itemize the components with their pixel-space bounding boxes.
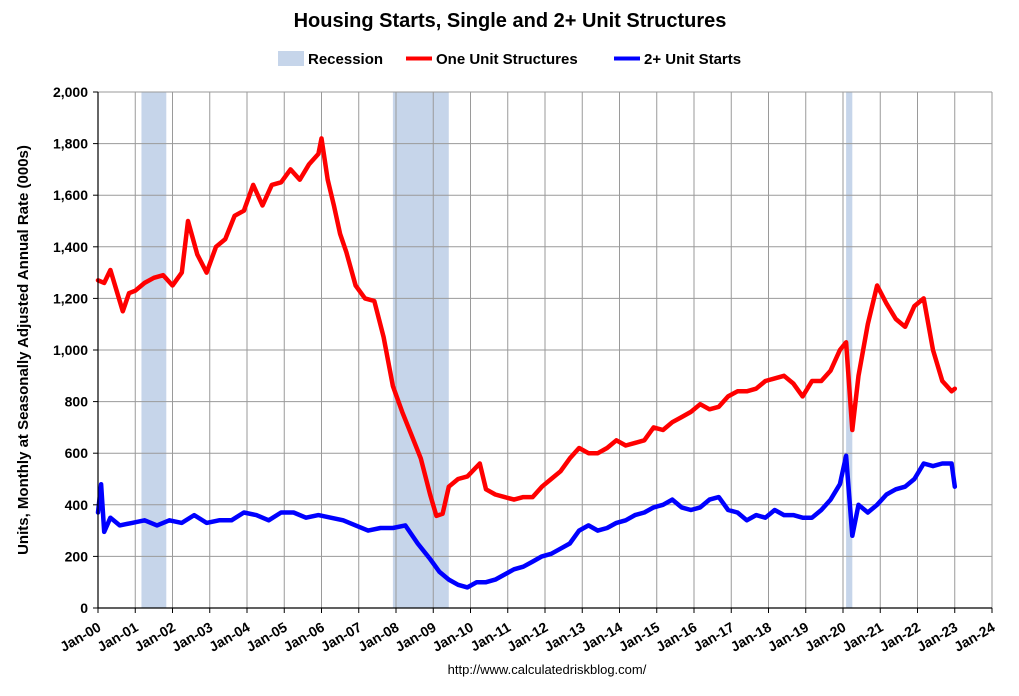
legend: Recession One Unit Structures 2+ Unit St…: [278, 51, 741, 68]
y-tick-label-10: 2,000: [53, 84, 88, 100]
y-tick-label-4: 800: [65, 394, 89, 410]
y-tick-label-3: 600: [65, 445, 89, 461]
y-tick-label-1: 200: [65, 548, 89, 564]
y-tick-label-2: 400: [65, 497, 89, 513]
legend-recession-swatch: [278, 51, 304, 66]
y-tick-label-0: 0: [80, 600, 88, 616]
legend-recession-label: Recession: [308, 51, 383, 68]
y-tick-label-5: 1,000: [53, 342, 88, 358]
y-axis-title: Units, Monthly at Seasonally Adjusted An…: [15, 145, 32, 555]
y-tick-label-8: 1,600: [53, 187, 88, 203]
chart-title: Housing Starts, Single and 2+ Unit Struc…: [294, 10, 727, 32]
source-text: http://www.calculatedriskblog.com/: [448, 662, 647, 677]
y-tick-label-6: 1,200: [53, 290, 88, 306]
legend-one-unit-label: One Unit Structures: [436, 51, 578, 68]
y-tick-label-7: 1,400: [53, 239, 88, 255]
y-tick-label-9: 1,800: [53, 136, 88, 152]
legend-two-plus-label: 2+ Unit Starts: [644, 51, 741, 68]
